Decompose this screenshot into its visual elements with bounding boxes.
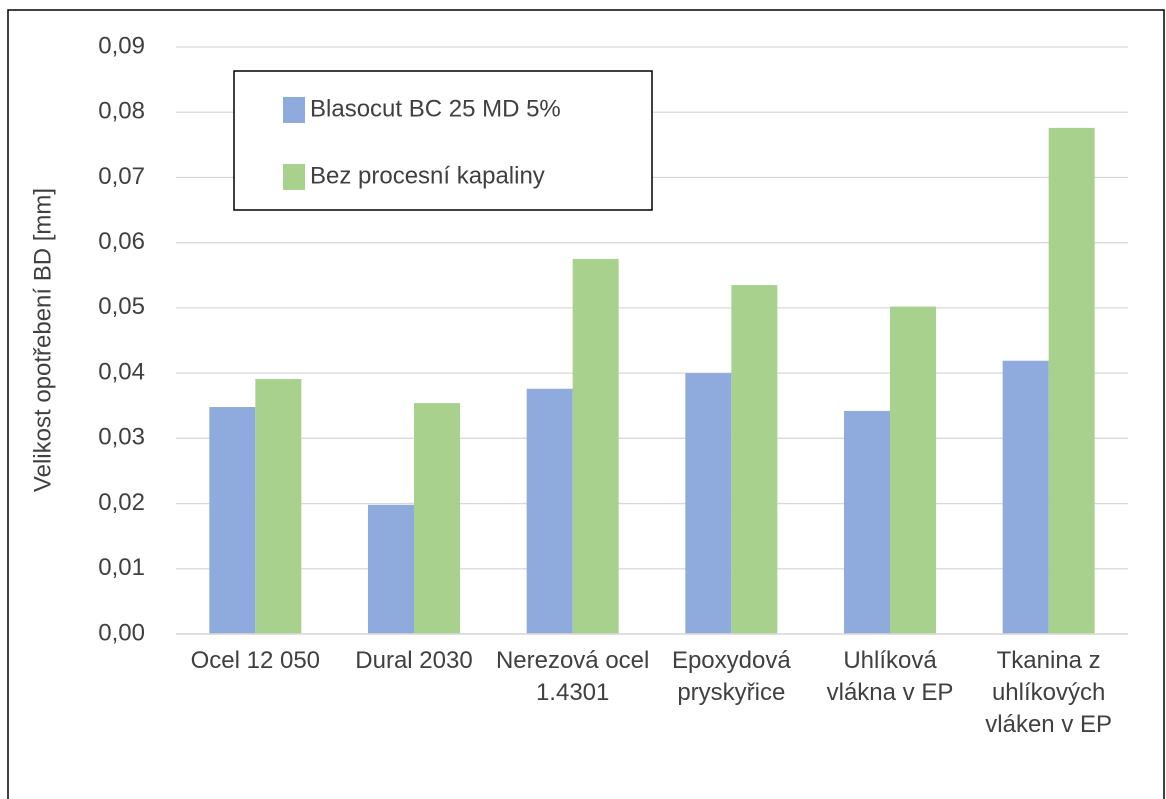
bar: [731, 285, 778, 634]
y-tick-label: 0,06: [98, 228, 145, 255]
legend-swatch: [283, 164, 305, 190]
x-tick-label: Epoxydová pryskyřice: [671, 647, 791, 706]
x-tick-label: Dural 2030: [355, 647, 473, 674]
x-tick-label: Uhlíková vlákna v EP: [826, 647, 954, 706]
bar: [526, 388, 573, 634]
bar: [414, 403, 460, 634]
y-tick-label: 0,05: [98, 293, 145, 320]
legend-label: Bez procesní kapaliny: [310, 162, 545, 189]
x-tick-label: Tkanina z uhlíkových vláken v EP: [985, 647, 1113, 738]
x-tick-label: Ocel 12 050: [190, 647, 321, 674]
bar: [890, 306, 936, 634]
bar: [844, 410, 890, 634]
bar: [1002, 360, 1049, 634]
x-tick-label: Nerezová ocel 1.4301: [495, 647, 650, 706]
legend-swatch: [283, 97, 305, 123]
bar: [572, 258, 619, 634]
chart-border: [7, 9, 1165, 799]
y-tick-label: 0,07: [98, 163, 145, 190]
y-axis-title: Velikost opotřebení BD [mm]: [29, 188, 56, 492]
y-tick-label: 0,03: [98, 424, 145, 451]
y-tick-label: 0,02: [98, 489, 145, 516]
y-tick-label: 0,09: [98, 32, 145, 59]
bar: [209, 407, 256, 634]
y-tick-label: 0,04: [98, 358, 145, 385]
bar: [255, 378, 302, 634]
y-tick-label: 0,08: [98, 98, 145, 125]
bar: [1048, 127, 1095, 635]
y-tick-label: 0,01: [98, 554, 145, 581]
legend-label: Blasocut BC 25 MD 5%: [310, 95, 561, 122]
bar: [368, 504, 414, 634]
y-tick-label: 0,00: [98, 619, 145, 646]
bar: [685, 373, 732, 634]
